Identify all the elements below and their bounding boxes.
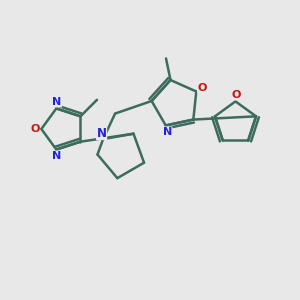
Text: N: N (52, 151, 62, 161)
Text: O: O (231, 90, 241, 100)
Text: N: N (163, 127, 172, 137)
Text: N: N (97, 127, 106, 140)
Text: O: O (30, 124, 40, 134)
Text: N: N (52, 97, 62, 107)
Text: O: O (198, 83, 207, 93)
